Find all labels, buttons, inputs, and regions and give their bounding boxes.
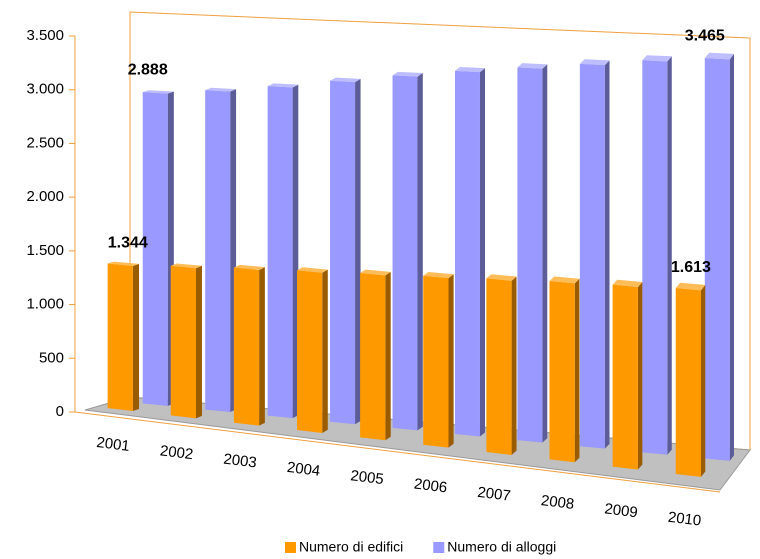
x-tick-label: 2007 [476,484,511,505]
y-tick-label: 1.500 [26,242,64,259]
y-tick-label: 500 [39,349,64,366]
bar-top [675,282,706,291]
bar-top [454,66,486,73]
bar-top [579,59,610,66]
data-label: 2.888 [128,62,168,79]
bar-top [612,279,643,288]
bar [330,80,356,425]
bar [107,263,133,411]
bar [205,90,231,413]
bar [612,284,638,470]
x-tick-label: 2009 [603,500,638,521]
bar [423,275,449,448]
bar-side [132,263,140,411]
y-tick-label: 3.000 [26,81,64,98]
y-tick-label: 2.500 [26,134,64,151]
x-axis [74,411,721,493]
bar-top [267,83,299,88]
bar-side [637,281,643,470]
bar-side [195,265,202,419]
bar-side [574,278,580,463]
bar [675,287,701,477]
bar [360,273,386,441]
bar-side [604,60,610,449]
bar-top [107,261,140,266]
x-tick-label: 2003 [222,451,257,472]
y-tick-label: 0 [56,403,64,420]
bar [233,267,260,426]
bar-side [259,267,265,426]
bar-side [667,56,672,455]
bar [267,86,293,419]
bar [704,58,730,461]
bar [549,280,575,463]
legend-label: Numero di edifici [299,539,403,555]
bar-side [355,78,361,425]
bar-side [417,73,423,431]
legend-swatch [285,542,296,553]
bar [454,70,480,437]
bar-side [322,269,328,433]
bar [392,75,418,431]
x-tick-label: 2010 [667,509,702,530]
x-tick-label: 2001 [95,434,130,455]
data-label: 1.613 [671,259,711,276]
y-tick-label: 1.000 [26,296,64,313]
bar [579,63,605,449]
y-tick-label: 2.000 [26,188,64,205]
bar-side [729,53,734,461]
bar-top [423,271,454,279]
bar-top [486,274,517,281]
y-tick-label: 3.500 [26,27,64,44]
bar [142,92,168,406]
bar-top [392,71,423,77]
bar-top [704,52,734,60]
x-tick-label: 2004 [286,459,321,480]
bar-side [385,271,391,441]
bar-side [479,68,486,437]
data-label: 3.465 [685,28,725,45]
bar-top [142,90,174,94]
x-tick-label: 2006 [413,476,448,497]
bar-top [330,77,361,83]
bar-top [233,264,265,270]
bar-top [517,63,548,69]
bar-top [642,55,672,62]
bar [517,67,543,443]
bar-side [511,276,517,455]
legend-label: Numero di alloggi [447,539,556,555]
legend-swatch [433,542,445,553]
bar-top [360,269,391,276]
bar-top [549,276,580,284]
bar-top [205,87,237,92]
bar-side [700,284,706,477]
bar-side [292,84,299,419]
bar [170,265,196,419]
bar-side [542,64,548,443]
bar [486,278,512,455]
x-tick-label: 2005 [349,467,384,488]
data-label: 1.344 [108,235,148,252]
bar [642,60,668,455]
bar-top [296,267,328,273]
bar [296,270,323,433]
bar-side [448,274,454,448]
x-tick-label: 2008 [540,492,575,513]
bar-top [170,263,202,269]
x-tick-label: 2002 [159,442,194,463]
